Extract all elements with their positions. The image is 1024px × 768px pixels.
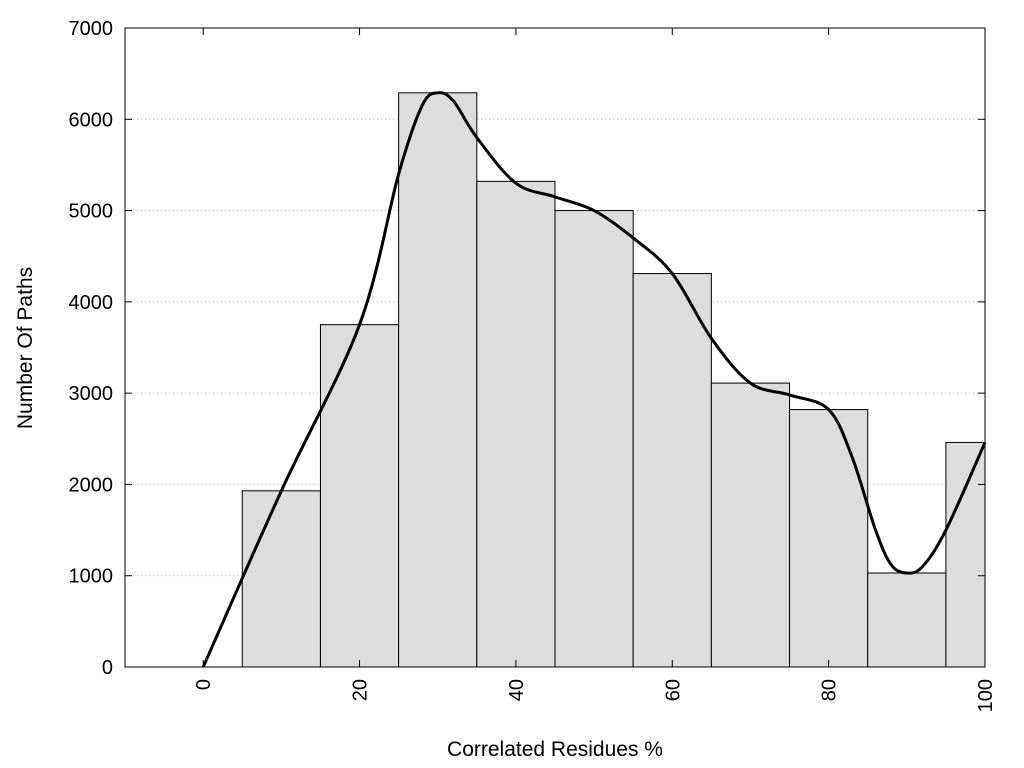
y-tick-label: 6000 xyxy=(69,109,114,131)
x-axis-ticks: 0 20 40 60 80 100 xyxy=(193,28,997,712)
histogram-bar xyxy=(945,441,986,668)
y-tick-label: 1000 xyxy=(69,566,114,588)
x-tick-label: 80 xyxy=(819,679,841,701)
histogram-bar xyxy=(398,92,478,668)
y-axis-label: Number Of Paths xyxy=(14,267,37,429)
density-curve-line xyxy=(201,91,987,668)
x-tick-label: 20 xyxy=(350,679,372,701)
x-tick-label: 100 xyxy=(975,679,997,712)
y-axis-ticks: 0 1000 2000 3000 4000 5000 6000 7000 xyxy=(69,18,985,679)
x-axis-label: Correlated Residues % xyxy=(447,738,663,761)
y-tick-label: 5000 xyxy=(69,201,114,223)
y-tick-label: 2000 xyxy=(69,474,114,496)
y-tick-label: 7000 xyxy=(69,18,114,40)
bars xyxy=(241,92,986,668)
density-curve xyxy=(201,91,987,668)
histogram-bar xyxy=(867,572,947,668)
y-tick-label: 4000 xyxy=(69,292,114,314)
x-tick-label: 60 xyxy=(662,679,684,701)
y-tick-label: 3000 xyxy=(69,383,114,405)
histogram-bar xyxy=(554,210,634,668)
plot-frame xyxy=(124,27,986,668)
histogram-bar xyxy=(710,382,791,668)
histogram-bar xyxy=(319,324,400,668)
x-tick-label: 40 xyxy=(506,679,528,701)
x-tick-label: 0 xyxy=(193,679,215,690)
histogram-bar xyxy=(476,180,556,668)
y-tick-label: 0 xyxy=(102,657,113,679)
histogram-bar xyxy=(789,409,869,668)
histogram-bar xyxy=(241,490,321,668)
histogram-bar xyxy=(632,273,712,668)
